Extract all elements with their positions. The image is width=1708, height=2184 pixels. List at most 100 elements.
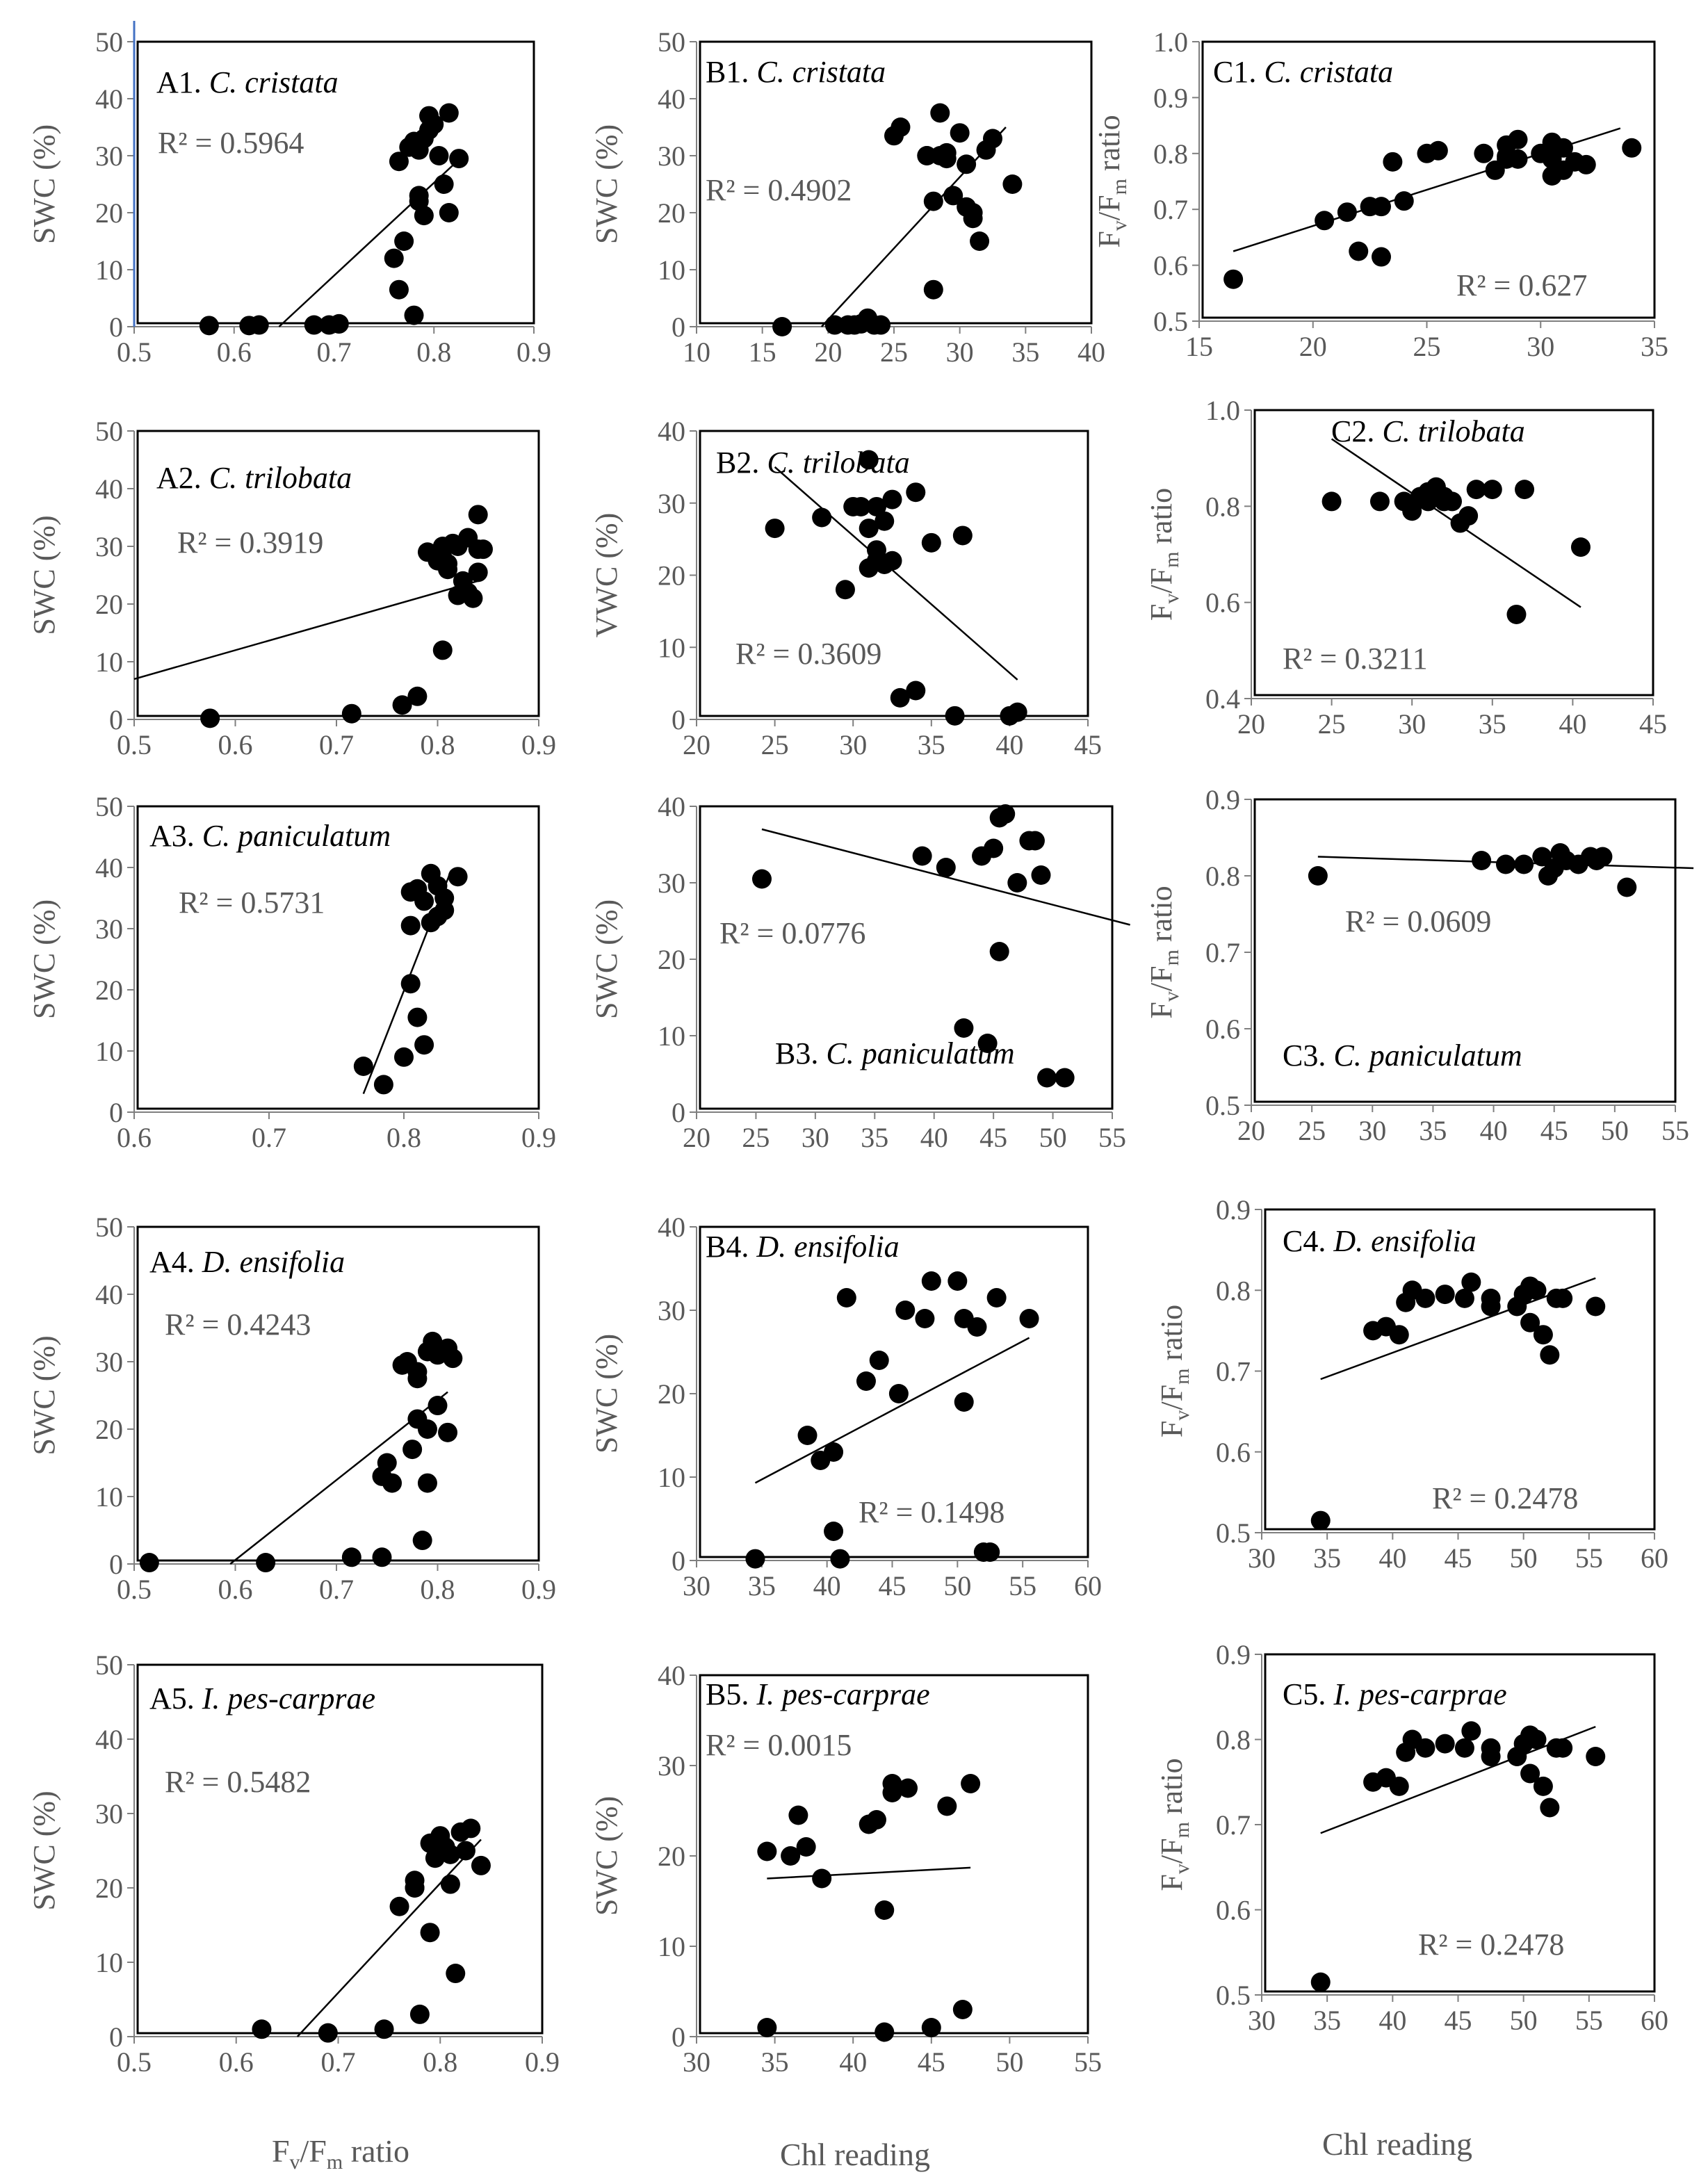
points [200, 505, 493, 728]
data-point [1310, 1972, 1331, 1992]
x-tick-label: 25 [1318, 708, 1346, 740]
data-point [751, 869, 772, 889]
data-point [1415, 1288, 1435, 1308]
x-axis-label-fvfm: Fv/Fm ratio [272, 2133, 409, 2174]
x-tick-label: 0.5 [117, 729, 152, 760]
y-tick-label: 40 [658, 1660, 685, 1691]
x-tick-label: 0.8 [387, 1122, 421, 1153]
panel-title: C5. I. pes-carprae [1283, 1677, 1507, 1711]
r-squared: R² = 0.2478 [1432, 1481, 1578, 1515]
data-point [428, 906, 448, 927]
x-tick-label: 60 [1641, 2005, 1668, 2036]
data-point [417, 1419, 437, 1439]
y-tick-label: 20 [658, 1841, 685, 1872]
y-tick-label: 0.8 [1205, 861, 1240, 892]
species-name: D. ensifolia [1333, 1224, 1476, 1258]
points [139, 1331, 463, 1573]
panel-title: A4. D. ensifolia [149, 1245, 345, 1279]
panel-title: A5. I. pes-carprae [149, 1681, 375, 1716]
points [745, 1271, 1039, 1569]
trend-line [229, 1391, 448, 1565]
data-point [936, 142, 957, 163]
data-point [923, 191, 943, 211]
panel-a2: 0.5 0.6 0.7 0.8 0.9 0 10 20 30 40 50 A2. C. triloba… [27, 416, 556, 760]
panel-a5: 0.5 0.6 0.7 0.8 0.9 0 10 20 30 40 50 A5. I. pes-car… [27, 1649, 560, 2078]
panel-title: A3. C. paniculatum [149, 819, 391, 853]
data-point [384, 248, 404, 268]
r-squared: R² = 0.627 [1456, 268, 1587, 302]
y-tick-label: 0.9 [1153, 82, 1188, 113]
species-name: I. pes-carprae [1333, 1677, 1506, 1711]
panel-label: C1. [1213, 55, 1264, 89]
y-tick-label: 0 [672, 1545, 685, 1576]
x-tick-label: 30 [946, 336, 974, 368]
x-tick-label: 35 [1419, 1115, 1447, 1146]
y-tick-label: 0.8 [1153, 138, 1188, 170]
x-tick-label: 35 [1313, 1542, 1341, 1574]
data-point [856, 1371, 876, 1391]
y-tick-label: 10 [658, 632, 685, 663]
data-point [443, 1348, 463, 1369]
panel-title: C2. C. trilobata [1331, 414, 1525, 448]
y-tick-label: 0.7 [1216, 1809, 1251, 1841]
data-point [1310, 1510, 1331, 1531]
trend-line [1331, 438, 1581, 608]
trend-line [1317, 856, 1694, 870]
data-point [407, 686, 428, 706]
y-tick-label: 0.7 [1216, 1356, 1251, 1387]
x-tick-label: 50 [1510, 1542, 1538, 1574]
x-tick-label: 20 [683, 1122, 710, 1153]
panel-label: C2. [1331, 414, 1382, 448]
x-tick-label: 45 [1540, 1115, 1568, 1146]
y-tick-label: 30 [95, 1346, 123, 1378]
x-tick-label: 0.6 [219, 2046, 254, 2078]
y-tick-label: 0 [109, 704, 123, 735]
panel-a3: 0.6 0.7 0.8 0.9 0 10 20 30 40 50 A3. C. paniculatu… [27, 791, 556, 1153]
panel-label: B4. [706, 1230, 756, 1264]
data-point [1553, 1288, 1573, 1308]
r-squared: R² = 0.3919 [177, 525, 323, 560]
data-point [439, 103, 459, 123]
x-axis-label-chl-b: Chl reading [780, 2137, 930, 2172]
data-point [1461, 1721, 1481, 1741]
species-name: D. ensifolia [202, 1245, 345, 1279]
y-tick-label: 0.6 [1216, 1895, 1251, 1926]
y-tick-label: 0.4 [1205, 683, 1240, 715]
x-tick-label: 0.5 [117, 1574, 152, 1605]
plot-frame [1201, 40, 1656, 319]
y-tick-label: 0.8 [1216, 1275, 1251, 1306]
data-point [400, 915, 421, 936]
panel-label: B3. [775, 1036, 826, 1070]
points [252, 1818, 491, 2043]
data-point [471, 1855, 491, 1875]
data-point [374, 2019, 394, 2039]
y-axis-label: SWC (%) [27, 1335, 61, 1455]
y-tick-label: 0.9 [1216, 1194, 1251, 1225]
r-squared: R² = 0.0015 [706, 1728, 852, 1762]
x-tick-label: 30 [683, 2046, 710, 2078]
panel-label: A5. [149, 1681, 202, 1716]
x-tick-label: 25 [1413, 331, 1441, 362]
data-point [890, 687, 910, 708]
y-tick-label: 50 [95, 1649, 123, 1681]
trend-line [1320, 1725, 1596, 1834]
panel-c4: 30 35 40 45 50 55 60 0.5 0.6 0.7 0.8 0.9 C4. D. ensi… [1155, 1194, 1668, 1574]
data-point [449, 149, 469, 169]
data-point [446, 1964, 466, 1984]
x-tick-label: 0.9 [521, 1574, 556, 1605]
x-tick-label: 35 [761, 2046, 789, 2078]
data-point [1514, 854, 1534, 874]
x-tick-label: 40 [920, 1122, 948, 1153]
data-point [394, 1047, 414, 1067]
data-point [1466, 480, 1486, 500]
x-tick-label: 45 [1445, 2005, 1472, 2036]
y-tick-label: 20 [95, 975, 123, 1006]
points [757, 1774, 981, 2042]
y-axis-label: Fv/Fm ratio [1144, 886, 1183, 1018]
x-tick-label: 0.5 [117, 336, 152, 368]
plot-frame [699, 805, 1114, 1110]
data-point [1402, 501, 1422, 521]
data-point [957, 154, 977, 174]
data-point [980, 1542, 1000, 1562]
panel-title: A1. C. cristata [156, 65, 339, 99]
